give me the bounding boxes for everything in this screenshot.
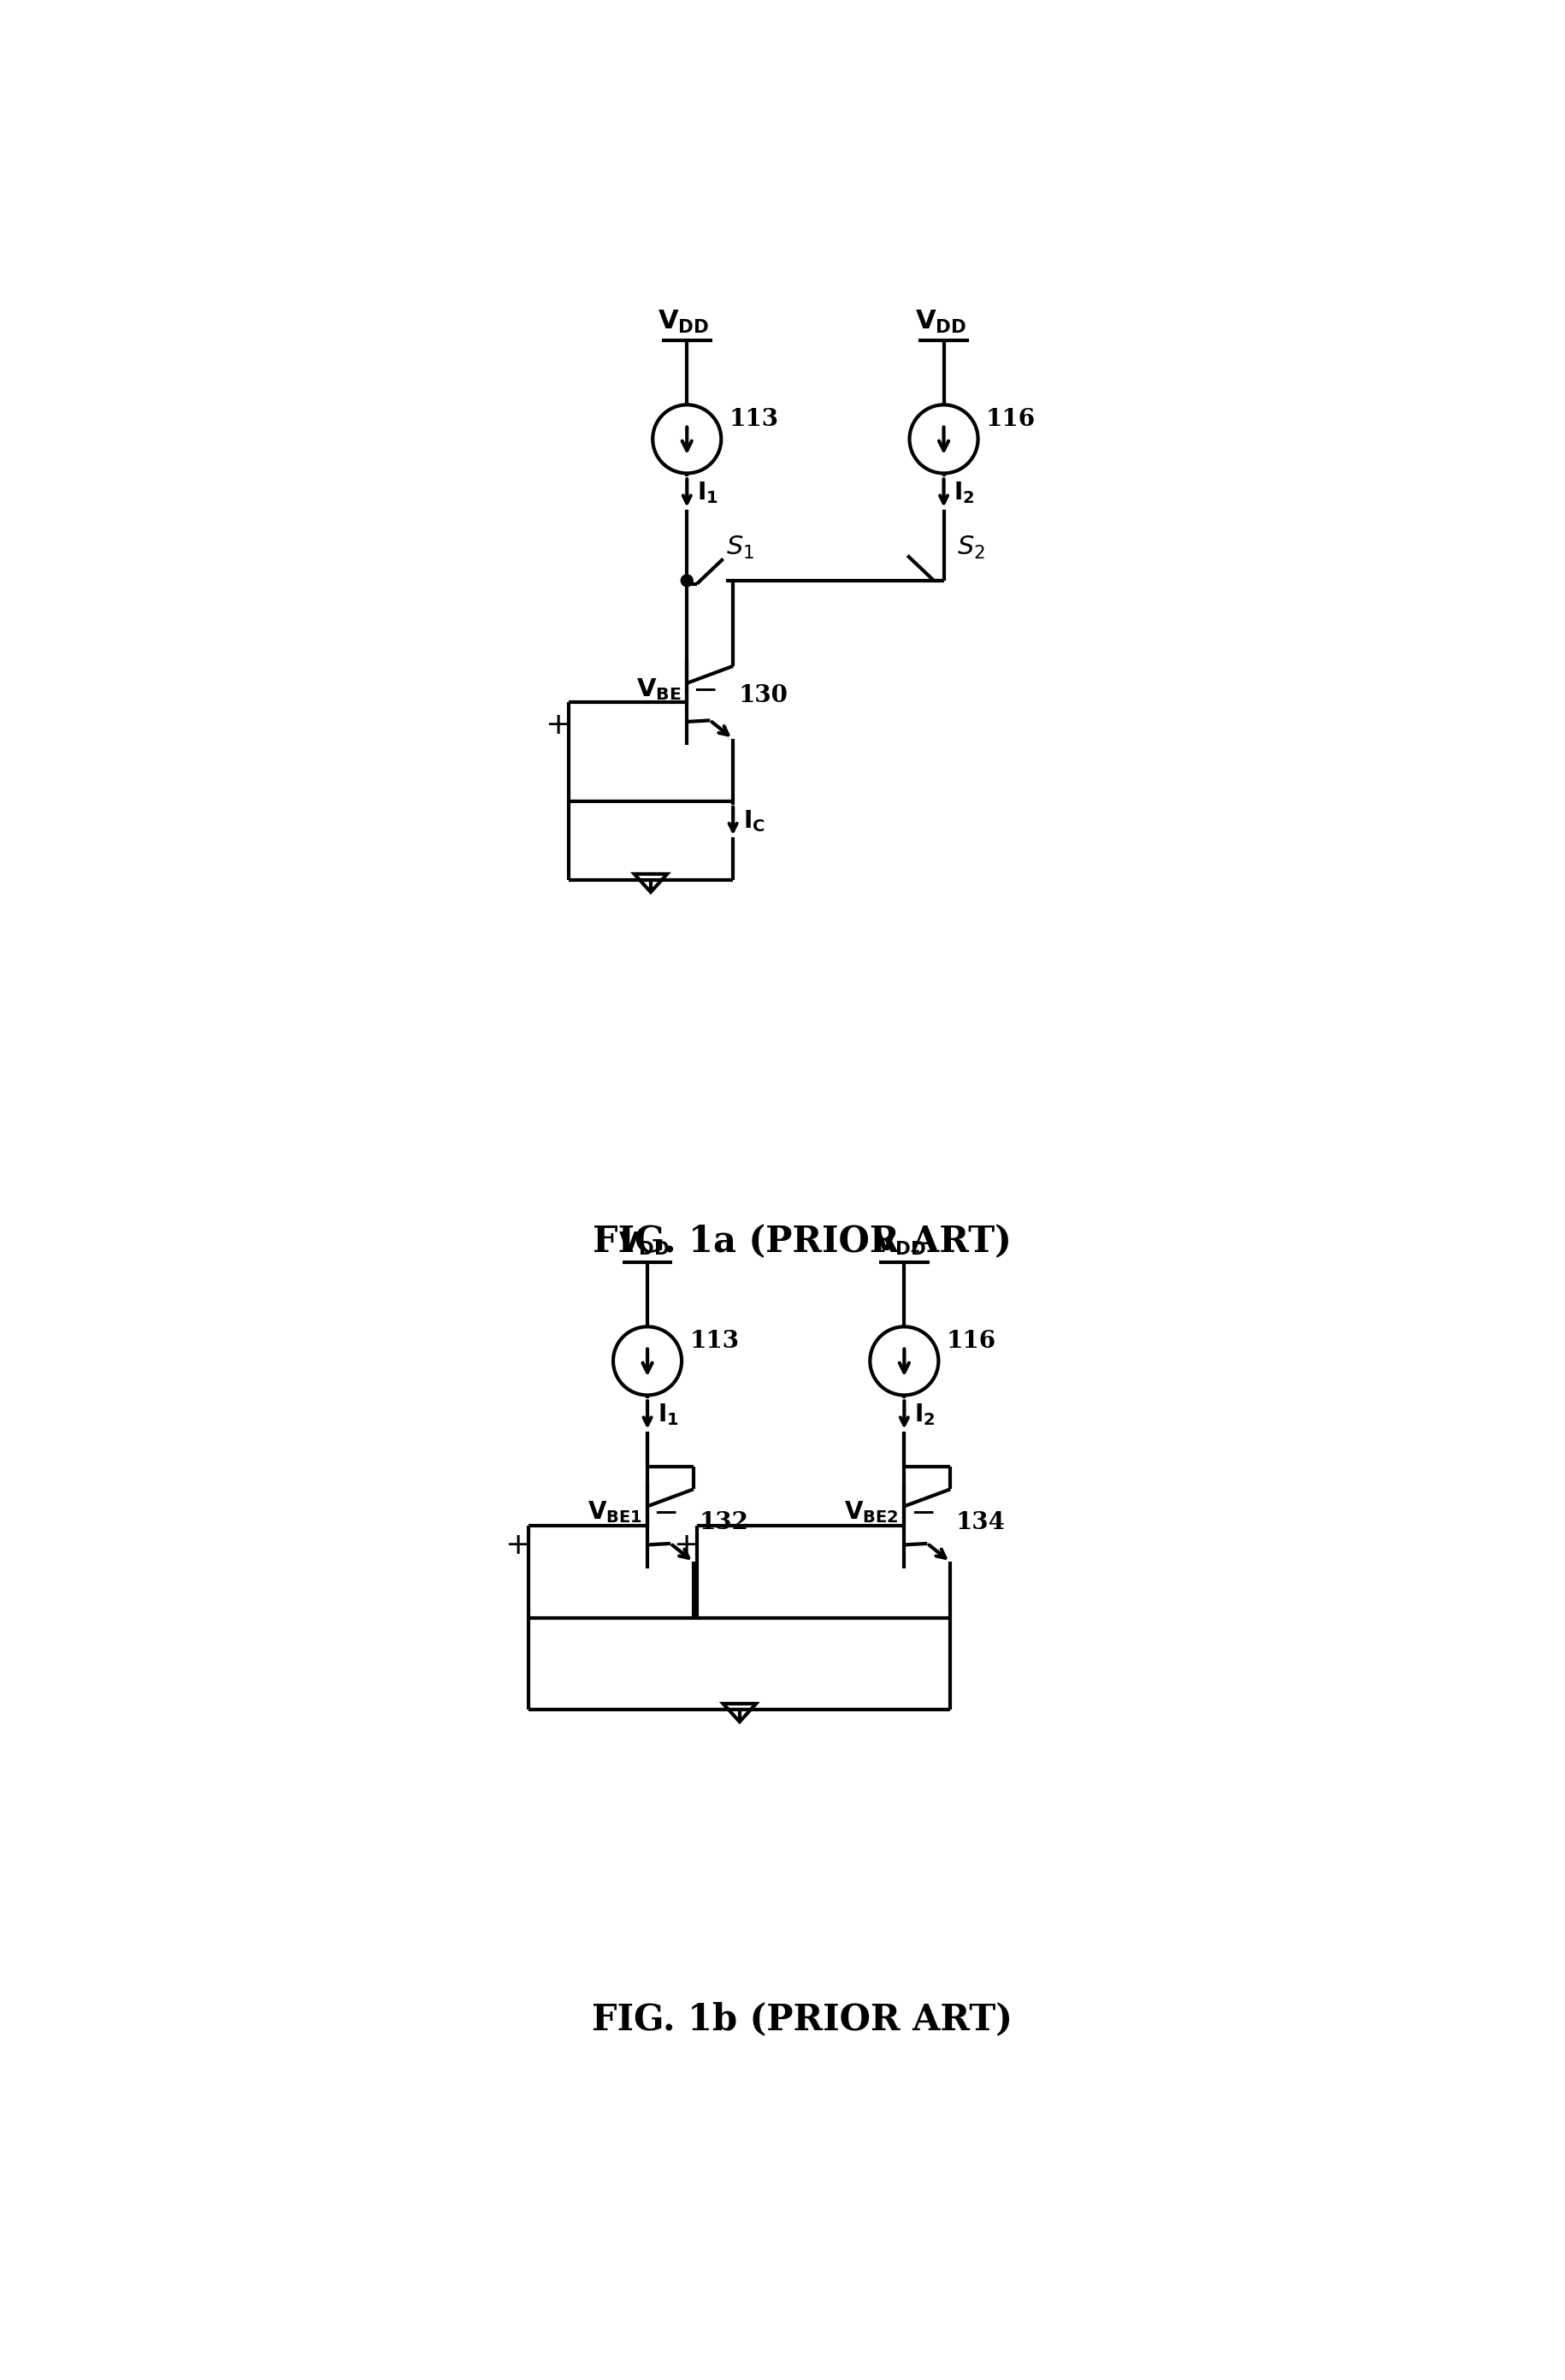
Text: $\mathbf{V_{BE2}}$: $\mathbf{V_{BE2}}$ [844,1499,898,1526]
Text: FIG. 1b (PRIOR ART): FIG. 1b (PRIOR ART) [592,2002,1013,2037]
Text: $\mathbf{I_1}$: $\mathbf{I_1}$ [657,1402,678,1428]
Text: $\mathbf{V_{BE}}$: $\mathbf{V_{BE}}$ [635,676,681,702]
Text: $\mathbf{V_{DD}}$: $\mathbf{V_{DD}}$ [914,309,966,336]
Text: $\mathbf{V_{DD}}$: $\mathbf{V_{DD}}$ [618,1230,670,1257]
Text: 134: 134 [955,1511,1005,1533]
Text: $\mathbf{V_{DD}}$: $\mathbf{V_{DD}}$ [875,1230,926,1257]
Text: 132: 132 [698,1511,748,1533]
Text: 130: 130 [737,685,787,707]
Text: 116: 116 [986,407,1034,431]
Text: $\mathbf{I_2}$: $\mathbf{I_2}$ [914,1402,934,1428]
Text: 113: 113 [689,1330,739,1352]
Text: $\mathbf{I_C}$: $\mathbf{I_C}$ [742,809,764,833]
Text: FIG. 1a (PRIOR ART): FIG. 1a (PRIOR ART) [593,1223,1011,1261]
Text: $\mathbf{I_2}$: $\mathbf{I_2}$ [953,481,973,507]
Text: $-$: $-$ [653,1497,676,1528]
Text: $-$: $-$ [909,1497,933,1528]
Text: 113: 113 [729,407,778,431]
Text: $+$: $+$ [545,712,568,740]
Circle shape [681,574,692,585]
Text: 116: 116 [945,1330,995,1352]
Text: $\mathbf{I_1}$: $\mathbf{I_1}$ [696,481,718,507]
Text: $\mathbf{V_{BE1}}$: $\mathbf{V_{BE1}}$ [587,1499,642,1526]
Text: $-$: $-$ [692,674,717,704]
Text: $+$: $+$ [673,1530,696,1559]
Text: $\mathbf{V_{DD}}$: $\mathbf{V_{DD}}$ [657,309,709,336]
Text: $+$: $+$ [504,1530,529,1559]
Text: $S_2$: $S_2$ [956,536,984,562]
Text: $S_1$: $S_1$ [726,536,754,562]
